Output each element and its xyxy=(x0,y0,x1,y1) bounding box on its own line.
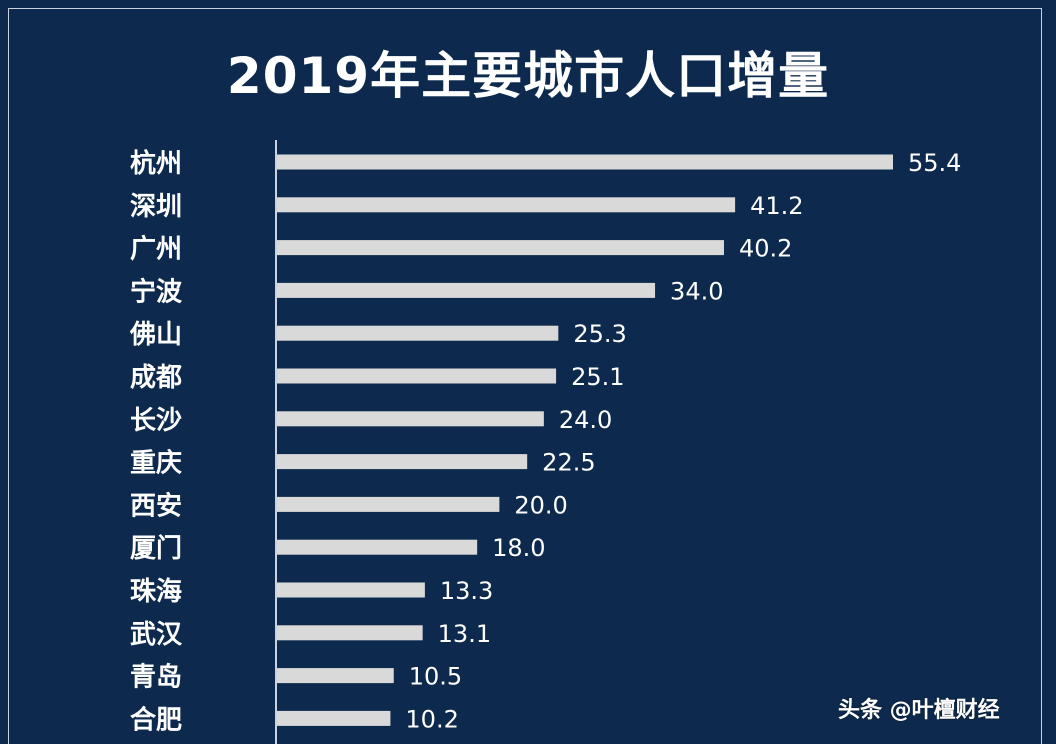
bars-group: 杭州 55.4 深圳 41.2 广州 40.2 宁波 34.0 佛山 25.3 成都 25.1 长沙 24… xyxy=(129,148,961,735)
value-label: 10.2 xyxy=(405,705,458,733)
category-label: 佛山 xyxy=(129,320,182,350)
category-label: 珠海 xyxy=(130,577,182,607)
value-label: 25.1 xyxy=(571,363,624,391)
category-label: 广州 xyxy=(130,235,182,265)
value-label: 34.0 xyxy=(670,277,723,305)
value-label: 25.3 xyxy=(573,320,626,348)
category-label: 宁波 xyxy=(130,276,183,307)
watermark: 头条 @叶檀财经 xyxy=(838,698,1000,723)
category-label: 厦门 xyxy=(130,534,182,564)
category-label: 武汉 xyxy=(130,620,183,650)
chart-title: 2019年主要城市人口增量 xyxy=(226,47,830,105)
value-label: 41.2 xyxy=(750,192,803,220)
bar xyxy=(277,411,544,427)
value-label: 13.1 xyxy=(438,620,491,648)
bar xyxy=(277,710,391,726)
value-label: 10.5 xyxy=(409,663,462,691)
value-label: 55.4 xyxy=(908,149,961,177)
bar xyxy=(277,325,559,341)
bar xyxy=(277,454,528,470)
bar xyxy=(277,668,394,684)
bar xyxy=(277,368,557,384)
bar xyxy=(277,240,724,256)
category-label: 合肥 xyxy=(130,704,182,735)
value-label: 13.3 xyxy=(440,577,493,605)
value-label: 18.0 xyxy=(492,534,545,562)
category-label: 深圳 xyxy=(130,192,182,222)
value-label: 20.0 xyxy=(514,491,567,519)
bar xyxy=(277,582,425,598)
bar xyxy=(277,539,478,555)
category-label: 青岛 xyxy=(130,662,182,693)
bar xyxy=(277,154,893,170)
bar xyxy=(277,197,736,213)
value-label: 22.5 xyxy=(542,449,595,477)
category-label: 西安 xyxy=(130,491,182,521)
bar xyxy=(277,496,500,512)
value-label: 40.2 xyxy=(739,235,792,263)
category-label: 杭州 xyxy=(130,148,182,179)
category-label: 成都 xyxy=(130,363,182,393)
bar xyxy=(277,282,656,298)
category-label: 重庆 xyxy=(130,448,182,479)
bar xyxy=(277,625,423,641)
category-label: 长沙 xyxy=(130,406,182,436)
value-label: 24.0 xyxy=(559,406,612,434)
